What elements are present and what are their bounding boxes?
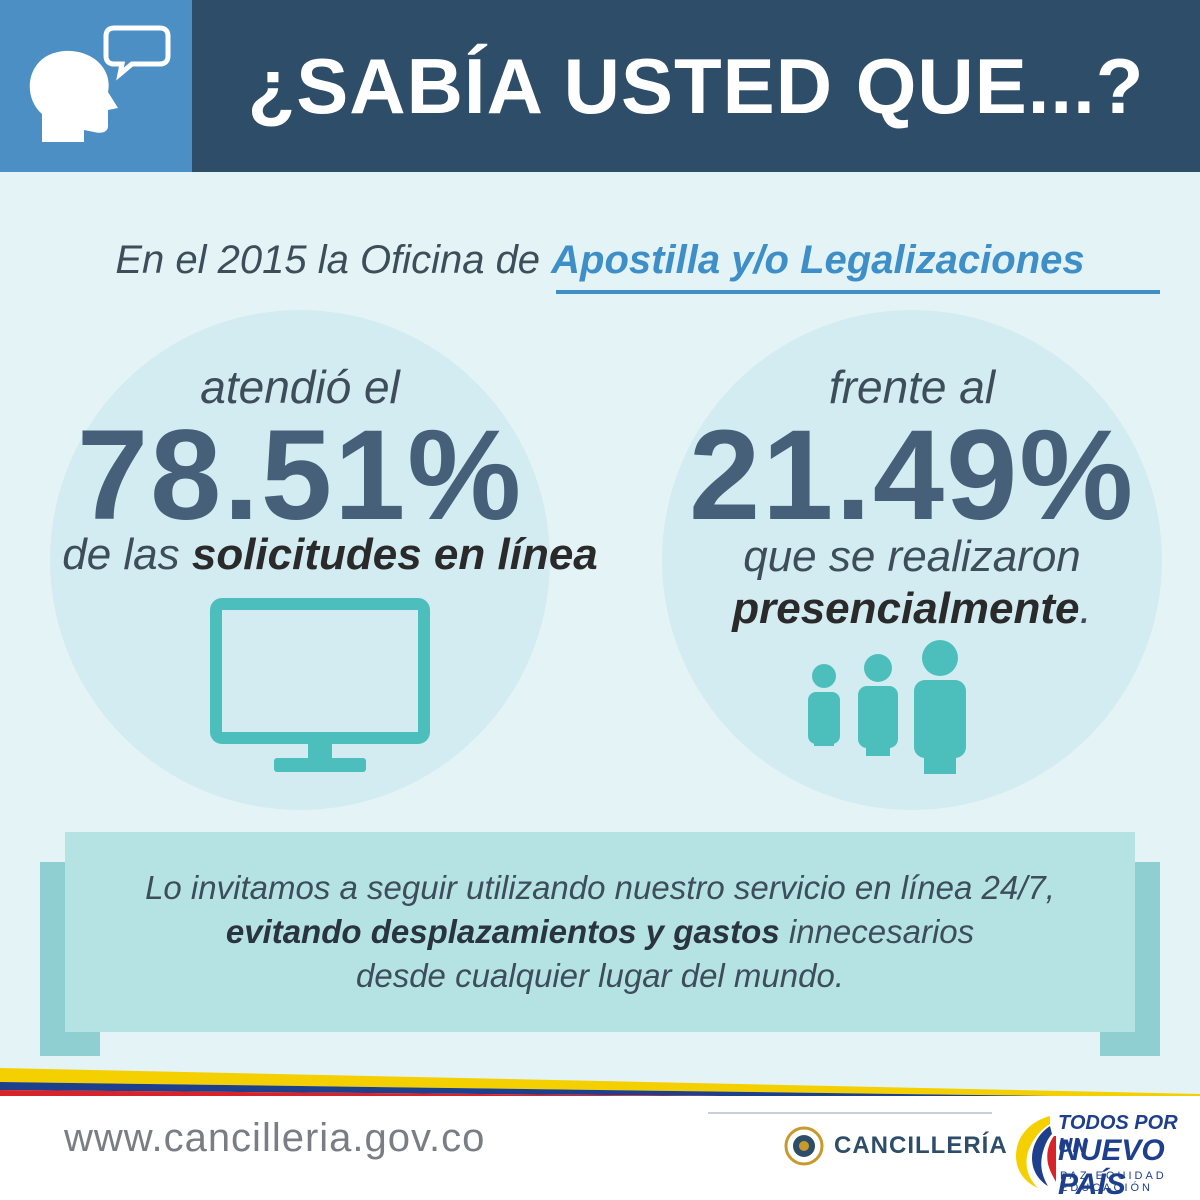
banner-message: Lo invitamos a seguir utilizando nuestro… bbox=[65, 832, 1135, 1032]
invitation-banner: Lo invitamos a seguir utilizando nuestro… bbox=[40, 832, 1160, 1056]
website-link[interactable]: www.cancilleria.gov.co bbox=[64, 1116, 486, 1160]
online-post-plain: de las bbox=[62, 530, 192, 579]
ministry-logo: CANCILLERÍA bbox=[784, 1126, 1008, 1166]
online-stat-value-wrap: 78.51% bbox=[40, 402, 560, 549]
header-icon-box bbox=[0, 0, 192, 172]
ministry-seal-icon bbox=[784, 1126, 824, 1166]
gov-slogan-line3: PAZ EQUIDAD EDUCACIÓN bbox=[1060, 1170, 1167, 1194]
intro-lead: En el 2015 la Oficina de bbox=[115, 238, 552, 282]
banner-line2-strong: evitando desplazamientos y gastos bbox=[225, 913, 780, 950]
inperson-stat-circle bbox=[662, 310, 1162, 810]
office-name: Apostilla y/o Legalizaciones bbox=[551, 238, 1085, 282]
gov-slogan-line2: NUEVO PAÍS bbox=[1058, 1134, 1165, 1200]
inperson-percentage: 21.49% bbox=[688, 404, 1136, 547]
online-post-strong: solicitudes en línea bbox=[191, 530, 598, 579]
head-speech-icon bbox=[29, 25, 171, 142]
online-stat-post: de las solicitudes en línea bbox=[20, 530, 640, 580]
office-underline bbox=[556, 290, 1160, 294]
banner-line3: desde cualquier lugar del mundo. bbox=[356, 957, 844, 994]
banner-line1: Lo invitamos a seguir utilizando nuestro… bbox=[145, 869, 1055, 906]
online-stat-circle bbox=[50, 310, 550, 810]
colombia-wing-logo bbox=[1016, 1116, 1056, 1188]
banner-line2-plain: innecesarios bbox=[779, 913, 975, 950]
footer-divider bbox=[708, 1112, 992, 1114]
online-pre-label: atendió el bbox=[200, 361, 400, 413]
inperson-stat-pre: frente al bbox=[662, 360, 1162, 414]
banner-line2: evitando desplazamientos y gastos innece… bbox=[226, 910, 974, 954]
inperson-stat-post-2: presencialmente. bbox=[662, 584, 1162, 634]
online-percentage: 78.51% bbox=[76, 404, 524, 547]
monitor-icon bbox=[210, 598, 430, 772]
intro-sentence: En el 2015 la Oficina de Apostilla y/o L… bbox=[0, 238, 1200, 283]
gov-slogan-line1: TODOS POR UN bbox=[1058, 1112, 1178, 1157]
inperson-pre-label: frente al bbox=[828, 361, 996, 413]
header-title: ¿SABÍA USTED QUE...? bbox=[247, 41, 1145, 130]
online-stat-pre: atendió el bbox=[50, 360, 550, 414]
inperson-stat-post-1: que se realizaron bbox=[662, 532, 1162, 582]
inperson-stat-value-wrap: 21.49% bbox=[652, 402, 1172, 549]
inperson-post-line1: que se realizaron bbox=[743, 532, 1081, 581]
header-bar: ¿SABÍA USTED QUE...? bbox=[0, 0, 1200, 172]
inperson-post-end: . bbox=[1079, 584, 1092, 633]
ministry-name: CANCILLERÍA bbox=[834, 1132, 1008, 1159]
online-post-label: de las solicitudes en línea bbox=[20, 530, 640, 580]
inperson-post-strong: presencialmente bbox=[732, 584, 1080, 633]
footer bbox=[0, 1096, 1200, 1200]
inperson-post-line2: presencialmente. bbox=[662, 584, 1162, 634]
people-icon bbox=[808, 640, 966, 774]
